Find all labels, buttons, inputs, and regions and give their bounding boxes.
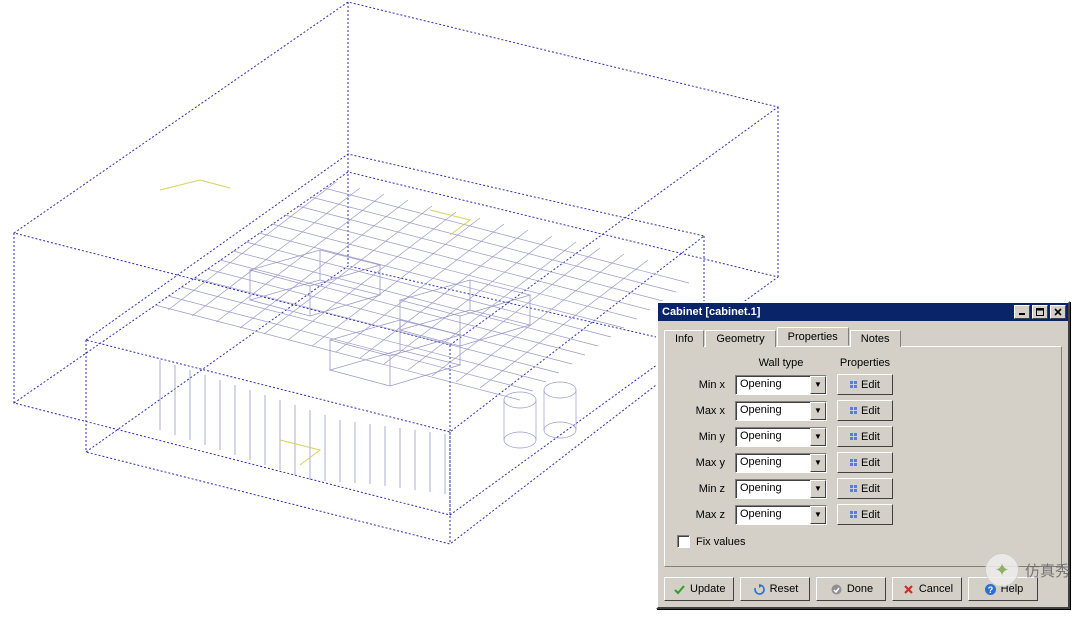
chevron-down-icon: ▼ [810, 402, 826, 420]
tab-geometry[interactable]: Geometry [705, 330, 775, 347]
edit-label: Edit [861, 431, 880, 443]
check-icon [673, 583, 686, 596]
edit-button-max-x[interactable]: Edit [837, 400, 893, 421]
tab-info[interactable]: Info [664, 330, 704, 347]
dialog-titlebar[interactable]: Cabinet [cabinet.1] [658, 303, 1068, 321]
refresh-icon [753, 583, 766, 596]
chevron-down-icon: ▼ [810, 480, 826, 498]
walltype-select-max-y[interactable]: Opening ▼ [735, 453, 827, 473]
reset-label: Reset [770, 583, 799, 595]
walltype-select-min-x[interactable]: Opening ▼ [735, 375, 827, 395]
row-label-max-z: Max z [677, 509, 725, 521]
edit-button-min-z[interactable]: Edit [837, 478, 893, 499]
reset-button[interactable]: Reset [740, 577, 810, 601]
edit-label: Edit [861, 509, 880, 521]
edit-button-min-x[interactable]: Edit [837, 374, 893, 395]
edit-label: Edit [861, 405, 880, 417]
walltype-select-max-z[interactable]: Opening ▼ [735, 505, 827, 525]
edit-label: Edit [861, 457, 880, 469]
edit-button-min-y[interactable]: Edit [837, 426, 893, 447]
fix-values-checkbox[interactable] [677, 535, 690, 548]
chevron-down-icon: ▼ [810, 506, 826, 524]
walltype-value-max-y: Opening [736, 454, 810, 472]
row-label-min-z: Min z [677, 483, 725, 495]
row-label-max-x: Max x [677, 405, 725, 417]
walltype-value-min-y: Opening [736, 428, 810, 446]
grid-icon [850, 381, 857, 388]
walltype-select-min-y[interactable]: Opening ▼ [735, 427, 827, 447]
fix-values-label: Fix values [696, 536, 746, 548]
properties-tabpane: Wall type Properties Min x Opening ▼ Edi… [664, 346, 1062, 567]
grid-icon [850, 459, 857, 466]
chevron-down-icon: ▼ [810, 428, 826, 446]
done-label: Done [847, 583, 873, 595]
dialog-title: Cabinet [cabinet.1] [662, 306, 1012, 318]
dialog-tabs: Info Geometry Properties Notes [658, 321, 1068, 346]
walltype-select-min-z[interactable]: Opening ▼ [735, 479, 827, 499]
col-header-walltype: Wall type [735, 357, 827, 369]
watermark-text: 仿真秀 [1025, 560, 1070, 581]
edit-button-max-z[interactable]: Edit [837, 504, 893, 525]
walltype-value-min-z: Opening [736, 480, 810, 498]
col-header-properties: Properties [837, 357, 893, 369]
edit-button-max-y[interactable]: Edit [837, 452, 893, 473]
watermark-logo-icon: ✦ [985, 553, 1019, 587]
row-label-max-y: Max y [677, 457, 725, 469]
minimize-button[interactable] [1014, 305, 1030, 319]
chevron-down-icon: ▼ [810, 376, 826, 394]
cancel-label: Cancel [919, 583, 953, 595]
grid-icon [850, 511, 857, 518]
watermark: ✦ 仿真秀 [985, 553, 1070, 587]
update-button[interactable]: Update [664, 577, 734, 601]
edit-label: Edit [861, 483, 880, 495]
walltype-value-min-x: Opening [736, 376, 810, 394]
walltype-select-max-x[interactable]: Opening ▼ [735, 401, 827, 421]
done-icon [830, 583, 843, 596]
walltype-value-max-z: Opening [736, 506, 810, 524]
tab-properties[interactable]: Properties [777, 327, 849, 346]
row-label-min-x: Min x [677, 379, 725, 391]
update-label: Update [690, 583, 725, 595]
walltype-value-max-x: Opening [736, 402, 810, 420]
chevron-down-icon: ▼ [810, 454, 826, 472]
cancel-icon [902, 583, 915, 596]
grid-icon [850, 407, 857, 414]
done-button[interactable]: Done [816, 577, 886, 601]
grid-icon [850, 485, 857, 492]
maximize-button[interactable] [1032, 305, 1048, 319]
row-label-min-y: Min y [677, 431, 725, 443]
grid-icon [850, 433, 857, 440]
cancel-button[interactable]: Cancel [892, 577, 962, 601]
tab-notes[interactable]: Notes [850, 330, 901, 347]
edit-label: Edit [861, 379, 880, 391]
close-button[interactable] [1050, 305, 1066, 319]
